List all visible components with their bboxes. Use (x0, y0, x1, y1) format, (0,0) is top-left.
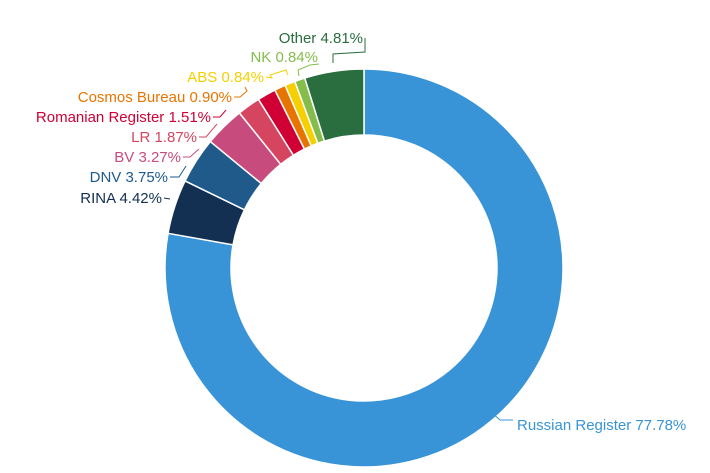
leader-line-lr (199, 123, 218, 138)
data-label-rina: RINA 4.42% (80, 190, 162, 207)
data-label-dnv: DNV 3.75% (90, 169, 168, 186)
data-label-cosmos-bureau: Cosmos Bureau 0.90% (78, 89, 232, 106)
data-label-abs: ABS 0.84% (187, 69, 264, 86)
leader-line-russian-register (490, 411, 513, 421)
leader-line-rina (163, 197, 171, 200)
leader-line-abs (265, 69, 289, 79)
labels: Russian Register 77.78% RINA 4.42% DNV 3.7… (36, 30, 686, 434)
slices (164, 68, 564, 468)
slice-russian-register (164, 68, 564, 468)
leader-line-cosmos-bureau (234, 86, 248, 98)
data-label-other: Other 4.81% (279, 30, 363, 47)
leader-lines (163, 38, 513, 421)
leader-line-dnv (170, 165, 187, 178)
leader-line-other (332, 38, 366, 63)
data-label-russian-register: Russian Register 77.78% (517, 417, 686, 434)
leader-line-nk (297, 63, 320, 77)
leader-line-bv (183, 148, 200, 158)
data-label-lr: LR 1.87% (131, 129, 197, 146)
leader-line-romanian-register (213, 109, 227, 118)
slice-other (303, 68, 365, 142)
data-label-bv: BV 3.27% (114, 149, 181, 166)
data-label-romanian-register: Romanian Register 1.51% (36, 109, 211, 126)
data-label-nk: NK 0.84% (250, 49, 318, 66)
